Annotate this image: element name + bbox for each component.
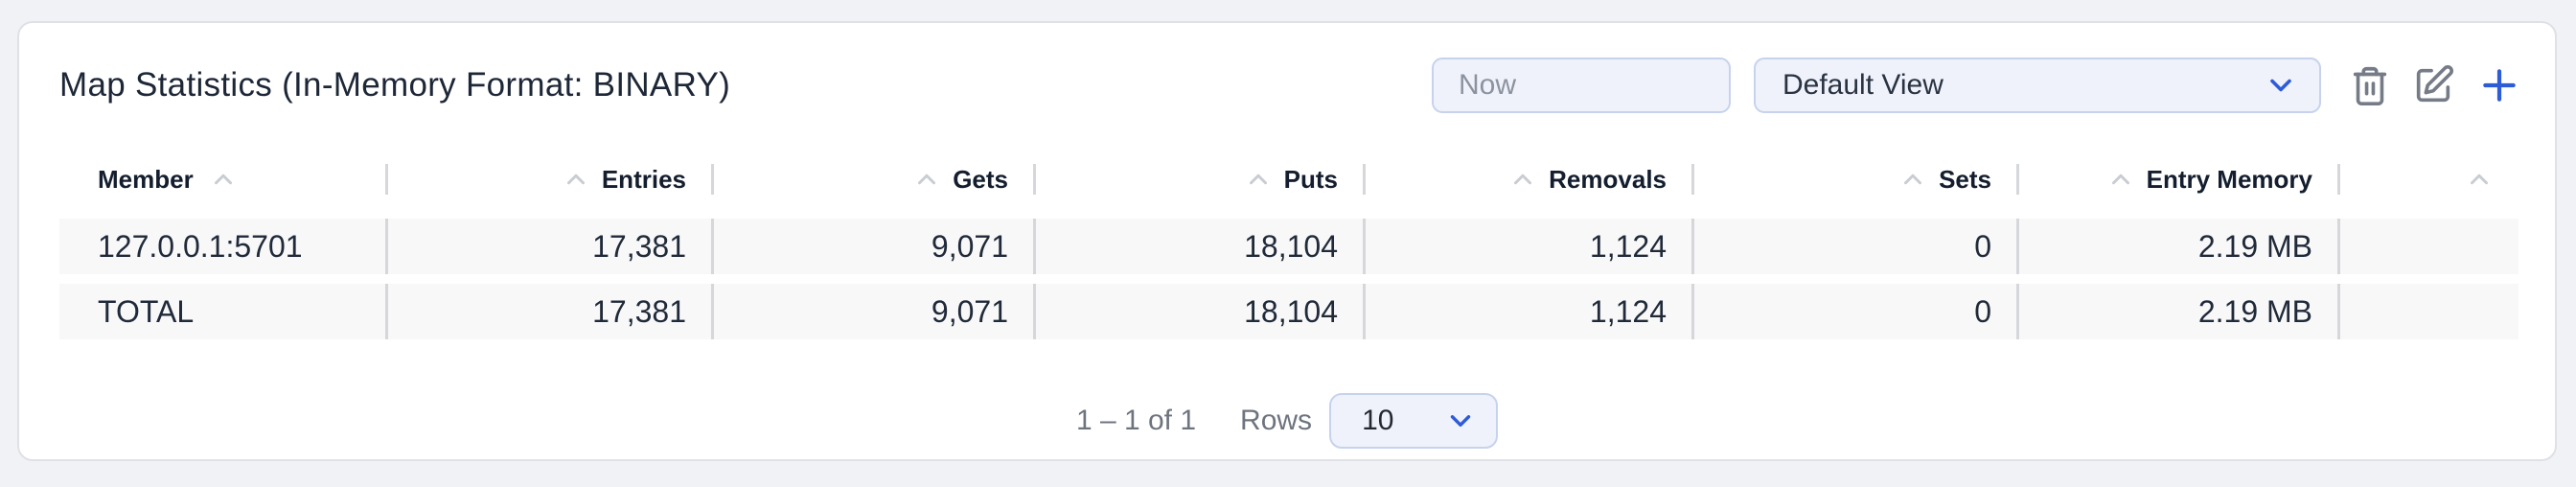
pagination-range: 1 – 1 of 1 bbox=[1075, 405, 1197, 436]
map-statistics-panel: Map Statistics (In-Memory Format: BINARY… bbox=[17, 21, 2557, 461]
view-select-value: Default View bbox=[1782, 69, 1944, 101]
time-selector-value: Now bbox=[1459, 69, 1517, 101]
column-header-sets[interactable]: Sets bbox=[1691, 146, 2016, 213]
table-row[interactable]: 127.0.0.1:5701 17,381 9,071 18,104 1,124… bbox=[59, 219, 2518, 274]
column-header-puts[interactable]: Puts bbox=[1033, 146, 1363, 213]
column-header-label: Sets bbox=[1939, 164, 1991, 194]
edit-view-button[interactable] bbox=[2411, 63, 2455, 107]
cell-gets: 9,071 bbox=[711, 219, 1033, 274]
sort-caret-icon bbox=[1514, 174, 1532, 185]
plus-icon bbox=[2483, 69, 2516, 102]
column-header-entries[interactable]: Entries bbox=[385, 146, 711, 213]
trash-icon bbox=[2353, 66, 2387, 105]
cell-entries: 17,381 bbox=[385, 284, 711, 339]
column-header-entry-memory[interactable]: Entry Memory bbox=[2016, 146, 2337, 213]
column-header-label: Entry Memory bbox=[2146, 164, 2312, 194]
sort-caret-icon bbox=[1904, 174, 1922, 185]
panel-controls: Now Default View bbox=[1432, 58, 2520, 113]
pagination-rows-label: Rows bbox=[1240, 405, 1313, 436]
panel-title: Map Statistics (In-Memory Format: BINARY… bbox=[59, 66, 731, 104]
column-header-removals[interactable]: Removals bbox=[1363, 146, 1691, 213]
panel-header-bar: Map Statistics (In-Memory Format: BINARY… bbox=[59, 23, 2520, 148]
delete-view-button[interactable] bbox=[2348, 63, 2392, 107]
add-view-button[interactable] bbox=[2478, 64, 2520, 106]
sort-caret-icon bbox=[1249, 174, 1267, 185]
sort-caret-icon bbox=[214, 174, 232, 185]
map-statistics-table: Member Entries Gets Puts Removals Se bbox=[59, 146, 2518, 339]
chevron-down-icon bbox=[2270, 79, 2291, 92]
column-header-label: Entries bbox=[601, 164, 686, 194]
column-header-gets[interactable]: Gets bbox=[711, 146, 1033, 213]
sort-caret-icon bbox=[566, 174, 585, 185]
cell-entry-memory: 2.19 MB bbox=[2016, 219, 2337, 274]
cell-member: TOTAL bbox=[98, 293, 195, 329]
column-header-label: Removals bbox=[1549, 164, 1667, 194]
cell-entry-memory: 2.19 MB bbox=[2016, 284, 2337, 339]
sort-caret-icon bbox=[2111, 174, 2129, 185]
sort-caret-icon bbox=[2471, 174, 2488, 185]
cell-removals: 1,124 bbox=[1363, 219, 1691, 274]
cell-removals: 1,124 bbox=[1363, 284, 1691, 339]
cell-extra bbox=[2337, 219, 2518, 274]
column-header-label: Member bbox=[98, 164, 194, 194]
column-header-member[interactable]: Member bbox=[59, 146, 385, 213]
table-header-row: Member Entries Gets Puts Removals Se bbox=[59, 146, 2518, 213]
cell-extra bbox=[2337, 284, 2518, 339]
pagination-bar: 1 – 1 of 1 Rows 10 bbox=[19, 393, 2555, 449]
edit-icon bbox=[2416, 65, 2453, 103]
cell-member: 127.0.0.1:5701 bbox=[98, 228, 303, 264]
sort-caret-icon bbox=[918, 174, 936, 185]
cell-entries: 17,381 bbox=[385, 219, 711, 274]
cell-sets: 0 bbox=[1691, 219, 2016, 274]
time-selector-input[interactable]: Now bbox=[1432, 58, 1731, 113]
column-header-extra[interactable] bbox=[2337, 146, 2518, 213]
column-header-label: Gets bbox=[953, 164, 1008, 194]
table-row-total[interactable]: TOTAL 17,381 9,071 18,104 1,124 0 2.19 M… bbox=[59, 284, 2518, 339]
cell-puts: 18,104 bbox=[1033, 219, 1363, 274]
rows-per-page-value: 10 bbox=[1362, 405, 1394, 436]
chevron-down-icon bbox=[1450, 415, 1471, 427]
column-header-label: Puts bbox=[1283, 164, 1338, 194]
cell-sets: 0 bbox=[1691, 284, 2016, 339]
rows-per-page-select[interactable]: 10 bbox=[1329, 393, 1499, 449]
view-select[interactable]: Default View bbox=[1754, 58, 2321, 113]
cell-puts: 18,104 bbox=[1033, 284, 1363, 339]
cell-gets: 9,071 bbox=[711, 284, 1033, 339]
